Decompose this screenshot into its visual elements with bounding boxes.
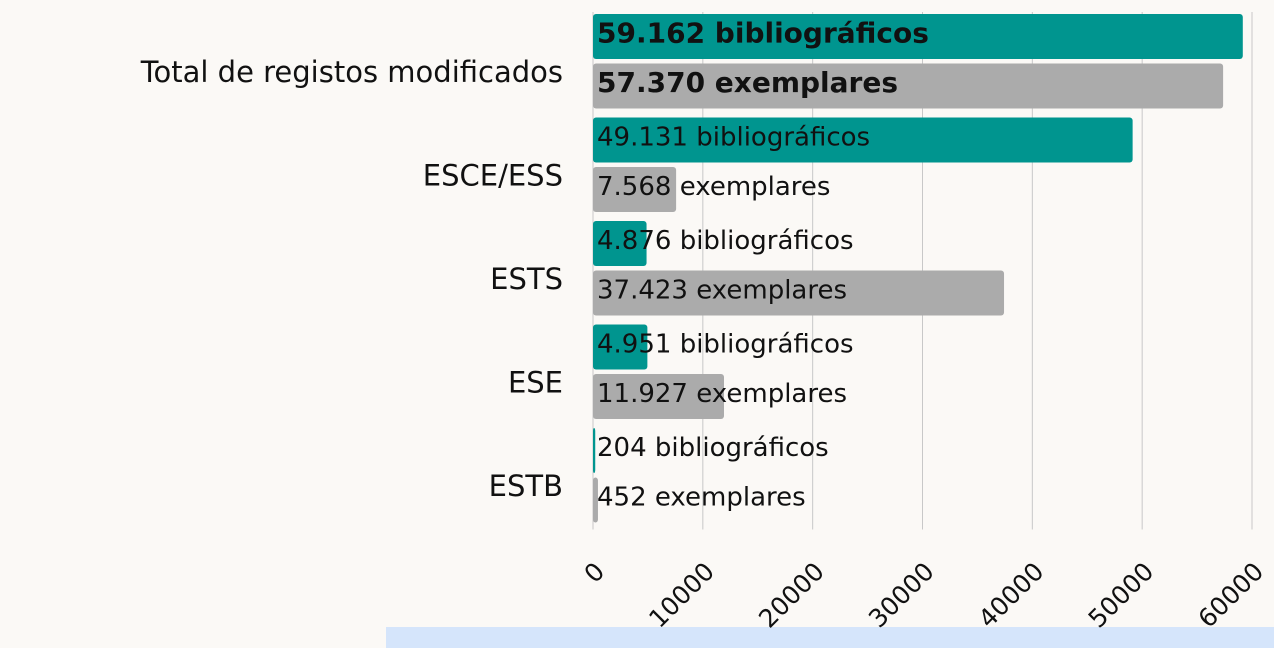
bar <box>593 477 598 523</box>
category-label: ESE <box>508 365 563 399</box>
footer-band <box>386 627 1274 648</box>
value-label: 11.927 exemplares <box>597 379 847 409</box>
bar <box>593 117 1133 163</box>
x-tick-label: 10000 <box>643 557 720 634</box>
x-tick-label: 20000 <box>753 557 830 634</box>
category-label: ESCE/ESS <box>423 158 563 192</box>
bar <box>593 374 724 419</box>
category-label: ESTB <box>489 469 563 503</box>
value-label: 204 bibliográficos <box>597 433 829 463</box>
bar <box>593 270 1005 316</box>
bar <box>593 324 648 370</box>
x-tick-label: 30000 <box>863 557 940 634</box>
bar <box>593 14 1243 59</box>
value-label: 59.162 bibliográficos <box>597 17 929 50</box>
value-label: 57.370 exemplares <box>597 66 898 99</box>
category-label: Total de registos modificados <box>140 55 563 89</box>
x-tick-label: 50000 <box>1083 557 1160 634</box>
x-tick-label: 60000 <box>1192 557 1269 634</box>
bar <box>593 63 1224 109</box>
category-label: ESTS <box>490 262 563 296</box>
value-label: 4.876 bibliográficos <box>597 226 854 256</box>
bar <box>593 428 596 473</box>
x-tick-label: 0 <box>578 557 610 589</box>
value-label: 7.568 exemplares <box>597 172 830 202</box>
bar <box>593 167 677 212</box>
bar <box>593 221 647 266</box>
value-label: 49.131 bibliográficos <box>597 123 870 153</box>
x-tick-label: 40000 <box>973 557 1050 634</box>
value-label: 37.423 exemplares <box>597 276 847 306</box>
value-label: 4.951 bibliográficos <box>597 330 854 360</box>
value-label: 452 exemplares <box>597 483 806 513</box>
